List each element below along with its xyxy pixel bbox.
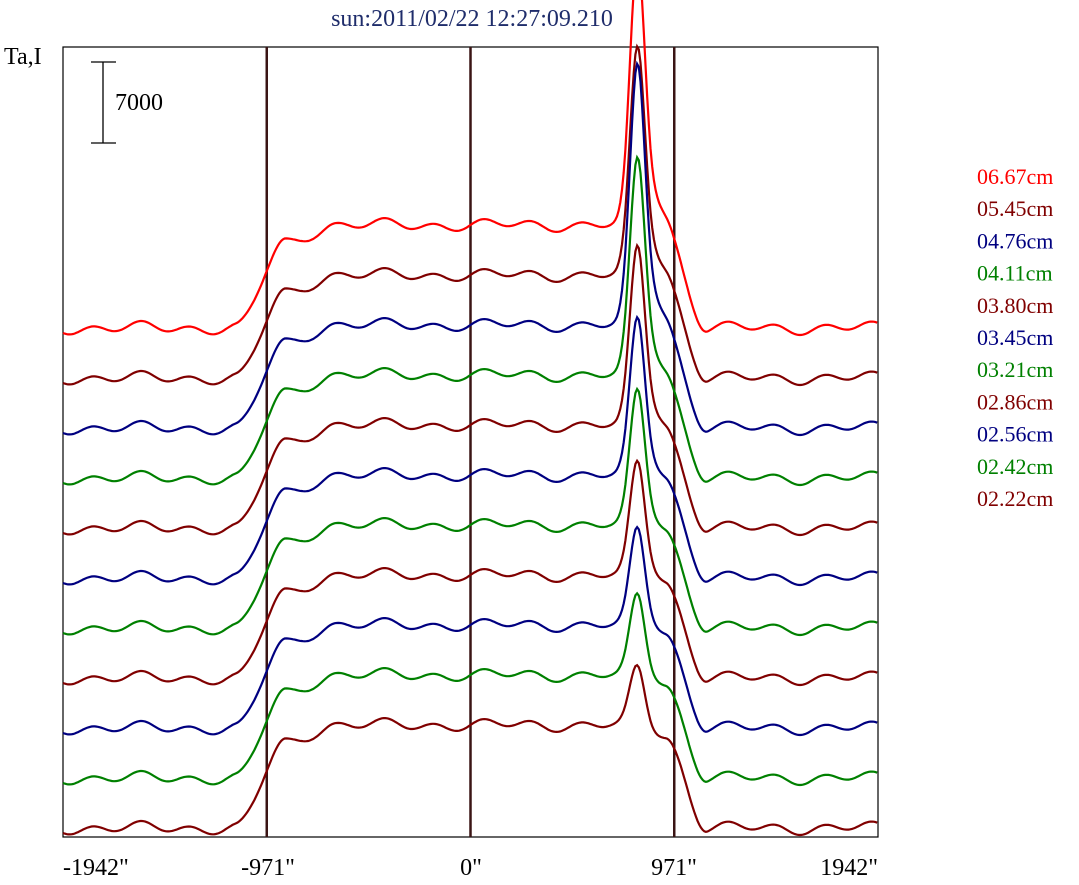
series-line-06-67cm [62, 0, 878, 337]
x-tick-labels: -1942" -971" 0" 971" 1942" [63, 855, 878, 881]
y-axis-label: Ta,I [4, 44, 42, 70]
legend-entry-02-56cm: 02.56cm [977, 422, 1053, 447]
legend-entry-02-22cm: 02.22cm [977, 486, 1053, 511]
legend-entry-04-76cm: 04.76cm [977, 228, 1053, 253]
legend-entry-06-67cm: 06.67cm [977, 164, 1053, 189]
chart-title: sun:2011/02/22 12:27:09.210 [331, 6, 613, 32]
series-line-02-56cm [62, 525, 878, 737]
x-tick-label-971: 971" [651, 855, 697, 881]
legend: 06.67cm 05.45cm 04.76cm 04.11cm 03.80cm 03.45… [977, 164, 1053, 511]
x-tick-label-0: 0" [460, 855, 482, 881]
legend-entry-05-45cm: 05.45cm [977, 196, 1053, 221]
legend-entry-03-80cm: 03.80cm [977, 293, 1053, 318]
series-line-04-76cm [62, 60, 878, 437]
legend-entry-02-42cm: 02.42cm [977, 454, 1053, 479]
series-line-02-86cm [62, 458, 878, 687]
x-tick-label-neg971: -971" [241, 855, 295, 881]
legend-entry-03-21cm: 03.21cm [977, 357, 1053, 382]
series-lines [62, 0, 878, 837]
legend-entry-03-45cm: 03.45cm [977, 325, 1053, 350]
series-line-02-22cm [62, 663, 878, 837]
x-tick-label-neg1942: -1942" [63, 855, 129, 881]
legend-entry-02-86cm: 02.86cm [977, 389, 1053, 414]
series-line-03-45cm [62, 314, 878, 587]
series-line-02-42cm [62, 591, 878, 787]
vertical-marker-lines [265, 47, 676, 837]
scale-bar: 7000 [91, 61, 163, 144]
series-line-05-45cm [62, 43, 878, 387]
scale-bar-label: 7000 [115, 90, 163, 116]
series-line-03-80cm [62, 242, 878, 537]
x-tick-label-1942: 1942" [820, 855, 878, 881]
legend-entry-04-11cm: 04.11cm [977, 261, 1053, 286]
series-line-04-11cm [62, 154, 878, 487]
series-line-03-21cm [62, 386, 878, 637]
